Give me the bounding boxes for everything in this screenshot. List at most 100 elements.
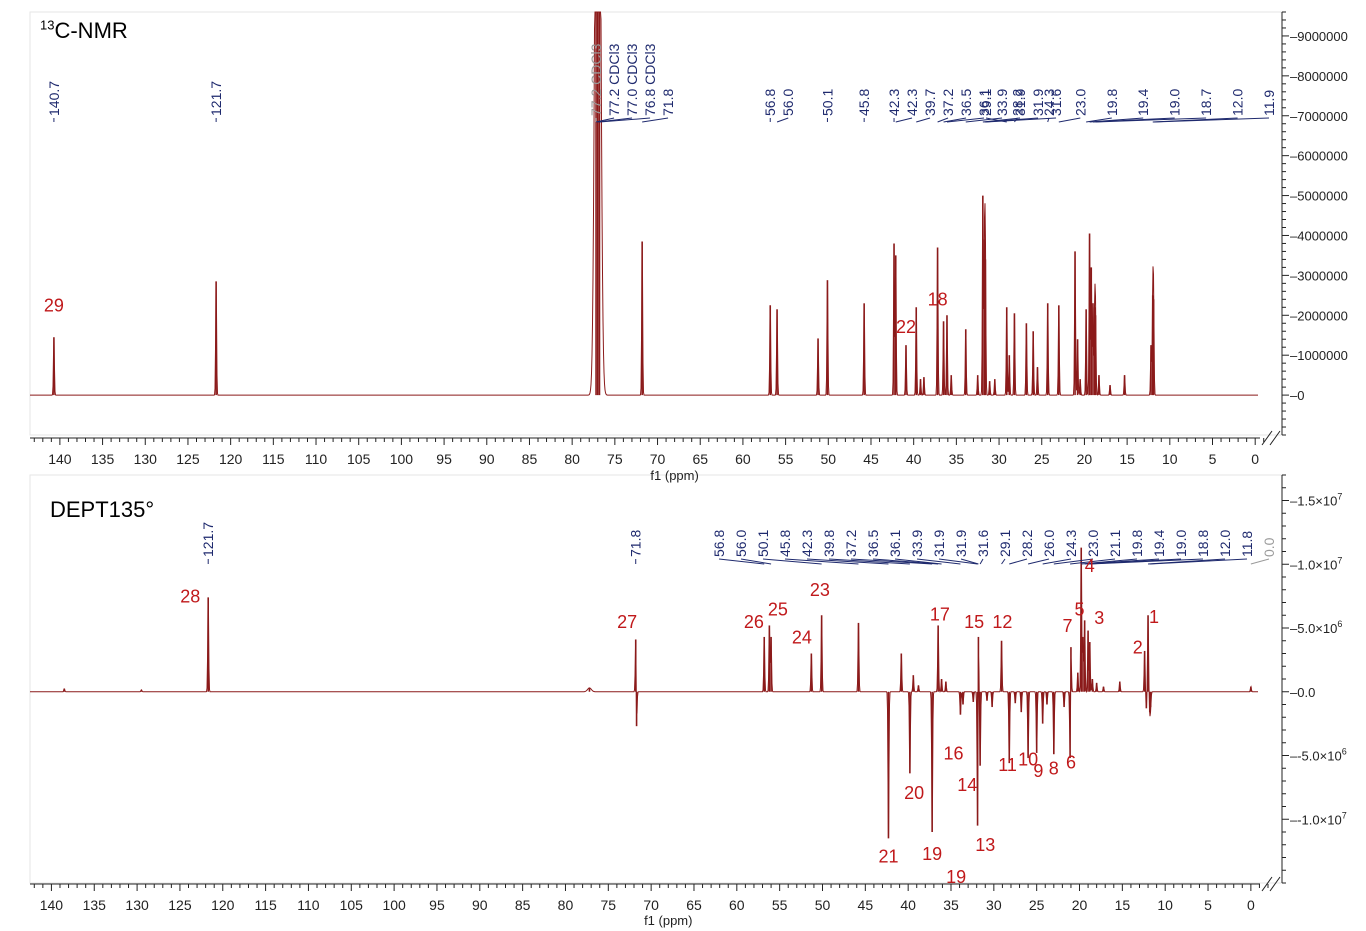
peak-label-leader	[776, 117, 789, 123]
peak-label-leader	[895, 117, 913, 123]
peak-label: 31.6	[975, 530, 991, 557]
x-tick-label: 130	[125, 897, 149, 913]
peak-label: 71.8	[628, 530, 644, 557]
peak-label: 26.0	[1041, 530, 1057, 557]
x-tick-label: 100	[382, 897, 406, 913]
y-tick-label: –7000000	[1290, 109, 1348, 124]
y-tick-label: –4000000	[1290, 228, 1348, 243]
assignment-label: 19	[946, 867, 966, 887]
peak-label-leader	[894, 558, 942, 565]
x-tick-label: 65	[686, 897, 702, 913]
assignment-label: 7	[1063, 616, 1073, 636]
peak-label: 31.9	[953, 530, 969, 557]
peak-label-leader	[1001, 558, 1006, 565]
peak-label: 29.1	[997, 530, 1013, 557]
x-tick-label: 90	[472, 897, 488, 913]
title-text: C-NMR	[54, 18, 128, 43]
assignment-label: 5	[1075, 599, 1085, 619]
peak-label: 12.0	[1217, 530, 1233, 557]
peak-label: 28.2	[1019, 530, 1035, 557]
peak-label: 37.2	[843, 530, 859, 557]
x-tick-label: 140	[40, 897, 64, 913]
y-tick-label: –0.0	[1290, 685, 1315, 700]
x-tick-label: 70	[650, 451, 666, 467]
assignment-label: 22	[896, 317, 916, 337]
peak-label-leader	[1089, 558, 1204, 565]
peak-label: 33.9	[994, 89, 1010, 116]
peak-label-leader	[1014, 117, 1018, 123]
peak-label-leader	[872, 558, 939, 565]
y-tick-label: –1.5×107	[1290, 492, 1342, 509]
y-tick-label: –6000000	[1290, 149, 1348, 164]
x-tick-label: 55	[778, 451, 794, 467]
x-tick-label: 90	[479, 451, 495, 467]
peak-label: 19.4	[1151, 530, 1167, 557]
peak-label: 36.5	[865, 530, 881, 557]
peak-label-leader	[762, 558, 822, 565]
assignment-label: 6	[1066, 752, 1076, 772]
x-tick-label: 25	[1029, 897, 1045, 913]
x-tick-label: 105	[347, 451, 371, 467]
x-tick-label: 15	[1119, 451, 1135, 467]
peak-label-leader	[943, 117, 967, 123]
peak-label: 36.5	[958, 89, 974, 116]
assignment-label: 8	[1049, 759, 1059, 779]
x-tick-label: 70	[643, 897, 659, 913]
peak-label: 18.7	[1198, 89, 1214, 116]
peak-label: 18.8	[1195, 530, 1211, 557]
assignment-label: 15	[964, 612, 984, 632]
x-tick-label: 60	[735, 451, 751, 467]
x-tick-label: 5	[1204, 897, 1212, 913]
peak-label: 39.8	[821, 530, 837, 557]
assignment-label: 3	[1094, 608, 1104, 628]
peak-label: 19.8	[1129, 530, 1145, 557]
assignment-label: 14	[957, 775, 977, 795]
x-tick-label: 60	[729, 897, 745, 913]
peak-label-leader	[1042, 558, 1072, 565]
x-tick-label: 110	[305, 451, 328, 467]
x-tick-label: 100	[390, 451, 414, 467]
x-tick-label: 10	[1157, 897, 1173, 913]
peak-label-leader	[642, 117, 669, 123]
x-axis-label: f1 (ppm)	[650, 468, 698, 483]
assignment-label: 11	[998, 755, 1017, 775]
assignment-label: 21	[878, 847, 898, 867]
x-tick-label: 25	[1034, 451, 1050, 467]
peak-label: 31.6	[1048, 89, 1064, 116]
x-tick-label: 85	[522, 451, 538, 467]
peak-label: 42.3	[904, 89, 920, 116]
assignment-label: 19	[922, 844, 942, 864]
x-tick-label: 75	[601, 897, 617, 913]
peak-label: 19.8	[1104, 89, 1120, 116]
peak-label-leader	[1153, 117, 1270, 123]
peak-label: 121.7	[208, 81, 224, 116]
c13-nmr-title: 13C-NMR	[40, 18, 128, 44]
x-tick-label: 110	[297, 897, 320, 913]
x-tick-label: 55	[772, 897, 788, 913]
peak-label: 77.0 CDCl3	[624, 43, 640, 116]
peak-label: 76.8 CDCl3	[642, 43, 658, 116]
y-tick-label: –8000000	[1290, 69, 1348, 84]
peak-label-leader	[1047, 117, 1050, 123]
peak-label-leader	[806, 558, 889, 565]
peak-label: 45.8	[856, 89, 872, 116]
assignment-label: 13	[975, 835, 995, 855]
peak-label: 56.0	[733, 530, 749, 557]
assignment-label: 29	[44, 295, 64, 315]
peak-label: 140.7	[46, 81, 62, 116]
peak-label: 37.2	[940, 89, 956, 116]
peak-label-leader	[784, 558, 859, 565]
peak-label: 77.2 CDCl3	[588, 43, 604, 116]
peak-label: 45.8	[777, 530, 793, 557]
peak-label-leader	[850, 558, 933, 565]
y-tick-label: –0	[1290, 388, 1304, 403]
peak-label: 56.0	[780, 89, 796, 116]
x-tick-label: 50	[821, 451, 837, 467]
peak-label: 21.1	[1107, 530, 1123, 557]
peak-label: 42.3	[799, 530, 815, 557]
y-tick-label: –3000000	[1290, 268, 1348, 283]
x-tick-label: 20	[1077, 451, 1093, 467]
assignment-label: 28	[180, 587, 200, 607]
assignment-label: 20	[904, 783, 924, 803]
